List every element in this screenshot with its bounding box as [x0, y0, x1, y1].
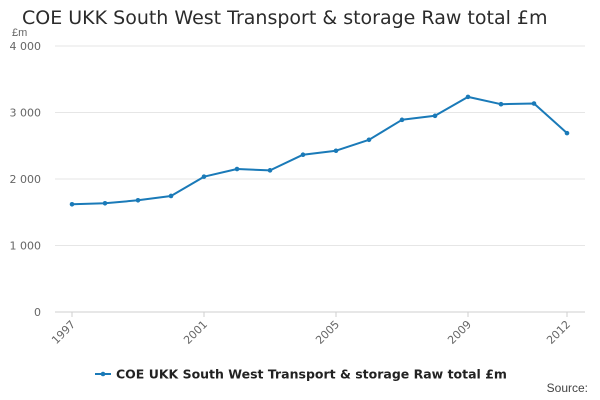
data-point[interactable]	[234, 166, 240, 172]
legend-label[interactable]: COE UKK South West Transport & storage R…	[116, 367, 507, 382]
x-tick-label: 2012	[544, 318, 573, 347]
y-tick-label: 4 000	[10, 40, 42, 53]
data-point[interactable]	[333, 148, 339, 154]
data-point[interactable]	[300, 152, 306, 158]
data-point[interactable]	[135, 197, 141, 203]
data-point[interactable]	[432, 113, 438, 119]
data-point[interactable]	[267, 168, 273, 173]
y-tick-label: 1 000	[10, 240, 42, 253]
source-label: Source:	[546, 381, 588, 395]
y-tick-label: 2 000	[10, 173, 42, 186]
legend-marker	[100, 371, 106, 377]
data-point[interactable]	[102, 200, 108, 206]
y-tick-label: 0	[34, 306, 41, 319]
x-tick-label: 2009	[445, 318, 474, 347]
x-tick-label: 2005	[313, 318, 342, 347]
data-point[interactable]	[69, 201, 75, 207]
data-point[interactable]	[201, 174, 207, 179]
y-tick-label: 3 000	[10, 107, 42, 120]
x-tick-label: 2001	[181, 318, 210, 347]
data-point[interactable]	[465, 94, 471, 100]
data-point[interactable]	[564, 130, 570, 136]
chart-title: COE UKK South West Transport & storage R…	[22, 7, 548, 29]
data-point[interactable]	[168, 193, 174, 199]
data-point[interactable]	[498, 101, 504, 107]
data-point[interactable]	[366, 137, 372, 143]
y-axis-unit-label: £m	[12, 27, 28, 39]
data-point[interactable]	[531, 101, 537, 106]
x-tick-label: 1997	[49, 318, 78, 347]
data-point[interactable]	[399, 117, 405, 123]
series-line	[71, 95, 568, 206]
